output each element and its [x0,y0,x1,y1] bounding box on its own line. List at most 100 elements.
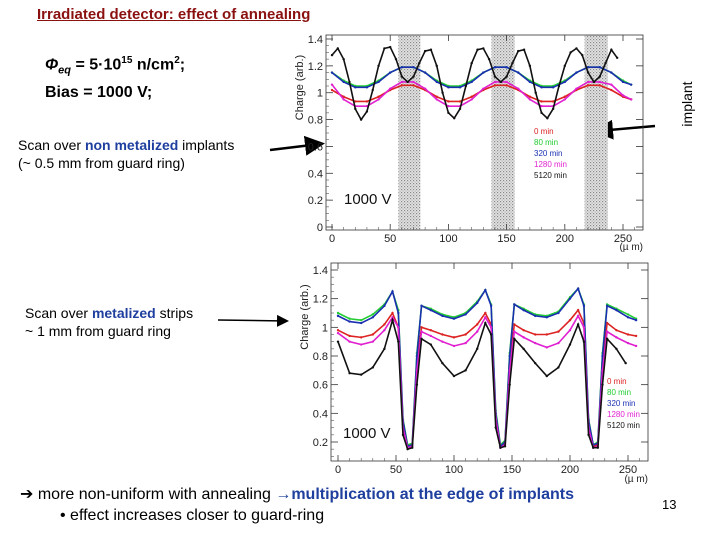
data-point [354,107,357,111]
data-point [517,87,520,90]
data-point [458,107,462,111]
data-point [522,347,525,351]
data-point [513,337,516,340]
data-point [513,303,516,306]
data-point [540,104,543,108]
data-point [575,71,578,74]
data-point [464,313,467,316]
data-point [371,340,374,343]
data-point [401,433,405,437]
data-point [598,84,601,87]
data-point [540,86,543,89]
data-point [452,374,456,378]
data-point [377,80,380,84]
y-axis-label: Charge (arb.) [299,284,311,349]
fluence-unit-exponent: 2 [174,55,180,66]
y-tick-label: 0.8 [308,115,323,127]
data-point [476,48,479,51]
page-number: 13 [662,497,677,512]
data-point [342,95,345,98]
data-point [360,336,363,339]
y-tick-label: 0.6 [313,380,328,392]
x-tick-label: 100 [445,464,463,476]
data-point [429,334,432,338]
data-point [513,323,516,326]
plot-frame [325,34,644,231]
data-point [336,329,340,332]
y-tick-label: 0.2 [308,195,323,207]
data-point [420,337,423,340]
data-point [615,308,618,312]
y-axis-label: Charge (arb.) [294,55,306,120]
data-point [452,344,456,348]
plot-frame [330,262,649,462]
phi-subscript: eq [58,64,71,77]
data-point [348,320,351,323]
data-point [534,314,537,318]
data-point [412,75,415,78]
data-point [415,383,419,386]
data-point [377,98,380,101]
data-point [528,95,532,98]
y-tick-label: 0.4 [308,168,323,180]
data-point [452,336,456,339]
data-point [383,347,386,351]
data-point [336,340,340,343]
data-point [336,331,340,335]
data-point [568,297,572,300]
data-point [592,446,595,449]
data-point [540,100,543,103]
data-point [557,84,561,88]
data-point [626,341,630,345]
data-point [610,48,613,51]
data-point [581,53,584,57]
data-point [371,316,374,319]
x-tick-label: 0 [329,233,335,245]
data-point [391,311,394,315]
scan1-pre: Scan over [18,137,85,153]
data-point [389,71,392,74]
x-tick-label: 250 [614,233,632,245]
data-point [517,71,520,74]
data-point [429,308,432,312]
scan2-pre: Scan over [25,305,92,321]
scan-nonmetalized-note: Scan over non metalized implants (~ 0.5 … [18,136,234,172]
data-point [458,86,462,89]
data-point [557,311,560,315]
conclusion-highlight: multiplication at the edge of implants [291,486,574,503]
implant-region-0 [398,35,421,230]
chart-metalized: 0 50 100 150 200 250 0.2 0.4 0.6 0.8 1 1.2 1.4Charge… [299,262,649,485]
data-point [604,61,607,65]
data-point [582,304,586,308]
data-point [464,341,467,345]
data-point [534,341,537,345]
data-point [389,45,392,49]
x-axis-unit: (µ m) [619,242,643,253]
data-point [557,341,560,345]
data-point [360,343,363,346]
data-point [476,330,479,333]
data-point [484,311,487,315]
data-point [582,326,586,329]
data-point [441,333,444,336]
data-point [505,80,508,84]
data-point [377,64,380,68]
data-point [568,343,572,346]
data-point [487,57,491,61]
data-point [493,80,497,84]
scan-metalized-note: Scan over metalized strips ~ 1 mm from g… [25,304,193,340]
data-point [412,80,415,84]
data-point [391,290,394,293]
legend-entry: 1280 min [607,410,640,419]
y-tick-label: 0.2 [313,437,328,449]
data-point [348,340,351,343]
data-point [499,80,502,84]
data-point [359,118,363,121]
data-point [354,100,357,103]
data-point [476,347,479,351]
x-tick-label: 100 [439,233,457,245]
data-point [447,104,450,108]
data-point [470,80,473,84]
data-point [383,304,386,308]
data-point [365,86,369,89]
